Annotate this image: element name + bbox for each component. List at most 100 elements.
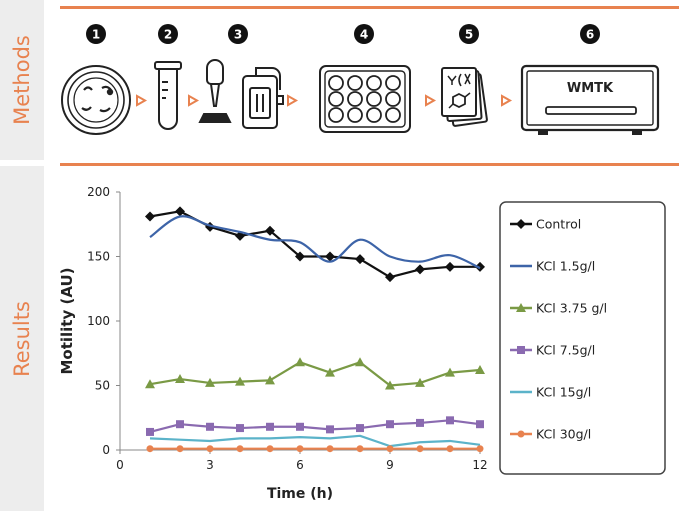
legend-item: KCl 15g/l — [510, 385, 591, 400]
data-point — [235, 376, 245, 386]
y-tick-label: 150 — [87, 250, 110, 264]
data-point — [385, 272, 395, 283]
x-tick-label: 0 — [116, 458, 124, 472]
y-tick-label: 0 — [102, 443, 110, 457]
data-point — [325, 367, 335, 377]
top-divider — [60, 6, 679, 9]
legend-marker — [517, 346, 525, 354]
data-point — [205, 377, 215, 387]
data-point — [446, 445, 454, 453]
well-plate-icon — [319, 65, 411, 133]
test-tube-icon — [154, 61, 182, 130]
legend-item: KCl 3.75 g/l — [510, 301, 607, 316]
series-line — [149, 419, 481, 434]
data-point — [356, 424, 364, 433]
data-point — [206, 422, 214, 431]
x-tick-label: 12 — [472, 458, 487, 472]
data-point — [355, 357, 365, 367]
series-line — [149, 361, 481, 387]
data-point — [445, 261, 455, 272]
legend-label: KCl 7.5g/l — [536, 343, 595, 358]
data-point — [326, 425, 334, 434]
step-badge-5: 5 — [459, 24, 479, 44]
legend-label: KCl 15g/l — [536, 385, 591, 400]
data-point — [475, 261, 485, 272]
legend-marker — [516, 303, 526, 312]
data-point — [445, 367, 455, 377]
data-point — [176, 420, 184, 429]
chart-legend: Control KCl 1.5g/l KCl 3.75 g/l KCl 7.5g/l K… — [499, 201, 666, 475]
svg-text:1: 1 — [92, 28, 100, 42]
data-point — [415, 264, 425, 275]
data-point — [386, 445, 394, 453]
series-3 — [146, 416, 484, 436]
legend-box — [499, 201, 666, 475]
results-section-bar: Results — [0, 166, 44, 511]
motility-chart: 0 50 100 150 200 0 3 6 9 12 Motility (AU) Time (h… — [58, 185, 666, 502]
data-point — [146, 445, 154, 453]
y-tick-label: 200 — [87, 185, 110, 199]
data-point — [266, 445, 274, 453]
arrow-icon — [425, 94, 437, 107]
x-tick-label: 6 — [296, 458, 304, 472]
data-point — [355, 254, 365, 265]
middle-divider — [60, 163, 679, 166]
data-point — [266, 422, 274, 431]
svg-text:6: 6 — [586, 28, 594, 42]
documents-icon — [441, 67, 488, 127]
methods-label: Methods — [10, 35, 34, 125]
series-line — [149, 434, 481, 448]
svg-text:5: 5 — [465, 28, 473, 42]
data-point — [296, 445, 304, 453]
data-point — [146, 427, 154, 436]
data-point — [265, 375, 275, 385]
arrow-icon — [136, 94, 148, 107]
data-point — [475, 365, 485, 375]
legend-item: KCl 30g/l — [510, 427, 591, 442]
arrow-icon — [501, 94, 513, 107]
step-badge-3: 3 — [228, 24, 248, 44]
device-label: WMTK — [567, 81, 614, 96]
data-point — [416, 445, 424, 453]
data-point — [385, 380, 395, 390]
data-point — [476, 420, 484, 429]
legend-marker — [516, 219, 526, 229]
legend-item: Control — [510, 217, 581, 232]
series-2 — [145, 357, 485, 390]
data-point — [236, 445, 244, 453]
y-axis-label: Motility (AU) — [58, 267, 76, 374]
legend-item: KCl 7.5g/l — [510, 343, 595, 358]
data-point — [446, 416, 454, 425]
data-point — [175, 206, 185, 217]
methods-section-bar: Methods — [0, 0, 44, 160]
step-badge-1: 1 — [86, 24, 106, 44]
dispenser-icon — [242, 67, 284, 129]
data-point — [145, 379, 155, 389]
legend-label: Control — [536, 217, 581, 232]
data-point — [145, 211, 155, 222]
x-tick-label: 3 — [206, 458, 214, 472]
petri-dish-icon — [61, 65, 131, 135]
series-1 — [149, 215, 481, 270]
data-point — [476, 445, 484, 453]
arrow-icon — [287, 94, 299, 107]
legend-label: KCl 1.5g/l — [536, 259, 595, 274]
methods-pipeline: 1 2 3 4 5 6 — [61, 24, 660, 135]
series-5 — [146, 445, 484, 453]
series-line — [149, 215, 481, 270]
svg-text:2: 2 — [164, 28, 172, 42]
y-tick-label: 100 — [87, 314, 110, 328]
data-point — [326, 445, 334, 453]
legend-label: KCl 3.75 g/l — [536, 301, 607, 316]
data-point — [176, 445, 184, 453]
y-tick-label: 50 — [95, 379, 110, 393]
legend-label: KCl 30g/l — [536, 427, 591, 442]
wmtk-device-icon: WMTK — [520, 64, 660, 135]
chart-series — [145, 206, 485, 453]
legend-marker — [517, 430, 525, 438]
x-axis-label: Time (h) — [267, 486, 333, 502]
svg-text:4: 4 — [360, 28, 368, 42]
data-point — [325, 251, 335, 262]
data-point — [296, 422, 304, 431]
pipette-icon — [198, 59, 232, 123]
